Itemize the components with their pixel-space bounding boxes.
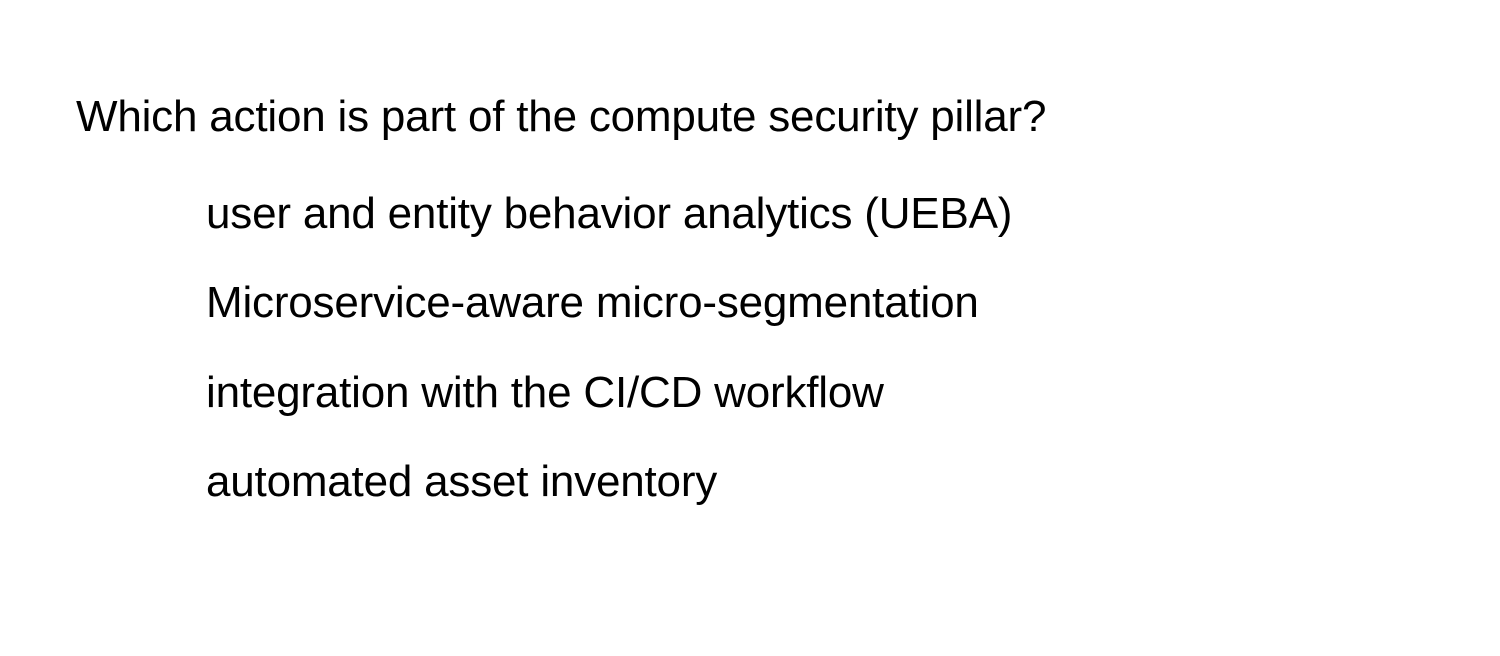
option-item: Microservice-aware micro-segmentation (206, 274, 1500, 331)
option-item: integration with the CI/CD workflow (206, 364, 1500, 421)
options-list: user and entity behavior analytics (UEBA… (76, 185, 1500, 510)
option-item: user and entity behavior analytics (UEBA… (206, 185, 1500, 242)
question-text: Which action is part of the compute secu… (76, 88, 1500, 145)
option-item: automated asset inventory (206, 453, 1500, 510)
